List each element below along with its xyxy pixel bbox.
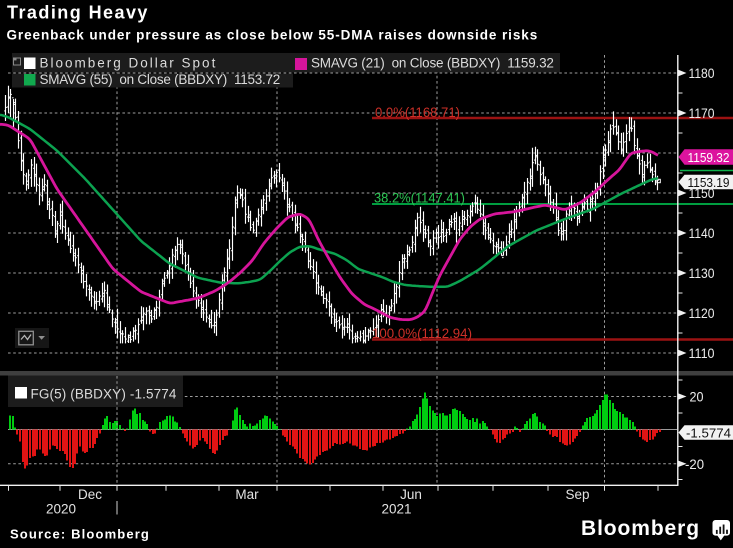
- svg-text:0.0%(1168.71): 0.0%(1168.71): [375, 105, 460, 120]
- svg-text:20: 20: [690, 389, 704, 405]
- svg-text:Dec: Dec: [78, 487, 102, 502]
- svg-text:1120: 1120: [689, 305, 715, 321]
- svg-text:Mar: Mar: [235, 487, 259, 502]
- svg-text:2020: 2020: [46, 502, 76, 517]
- svg-text:FG(5) (BBDXY) -1.5774: FG(5) (BBDXY) -1.5774: [31, 387, 177, 402]
- svg-text:Greenback under pressure as cl: Greenback under pressure as close below …: [7, 28, 539, 43]
- svg-text:1110: 1110: [689, 345, 715, 361]
- svg-text:SMAVG (55) on Close (BBDXY): SMAVG (55) on Close (BBDXY) 1153.72: [40, 72, 281, 87]
- svg-text:100.0%(1112.94): 100.0%(1112.94): [372, 326, 472, 341]
- svg-text:SMAVG (21) on Close (BBDXY): SMAVG (21) on Close (BBDXY) 1159.32: [311, 56, 554, 71]
- svg-text:1170: 1170: [689, 105, 715, 121]
- svg-text:1140: 1140: [689, 225, 715, 241]
- svg-text:1180: 1180: [689, 65, 715, 81]
- svg-text:Trading Heavy: Trading Heavy: [7, 3, 149, 23]
- svg-text:1130: 1130: [689, 265, 715, 281]
- svg-text:Bloomberg Dollar Spot: Bloomberg Dollar Spot: [40, 56, 218, 71]
- svg-text:Sep: Sep: [565, 487, 589, 502]
- svg-text:1159.32: 1159.32: [688, 150, 730, 165]
- svg-text:1153.19: 1153.19: [688, 175, 730, 190]
- svg-text:Bloomberg: Bloomberg: [581, 517, 700, 540]
- svg-text:-1.5774: -1.5774: [686, 425, 731, 440]
- svg-text:Jun: Jun: [400, 487, 422, 502]
- svg-text:-20: -20: [685, 456, 704, 472]
- svg-text:2021: 2021: [381, 502, 411, 517]
- svg-text:Source: Bloomberg: Source: Bloomberg: [10, 527, 150, 542]
- svg-text:38.2%(1147.41): 38.2%(1147.41): [374, 191, 465, 206]
